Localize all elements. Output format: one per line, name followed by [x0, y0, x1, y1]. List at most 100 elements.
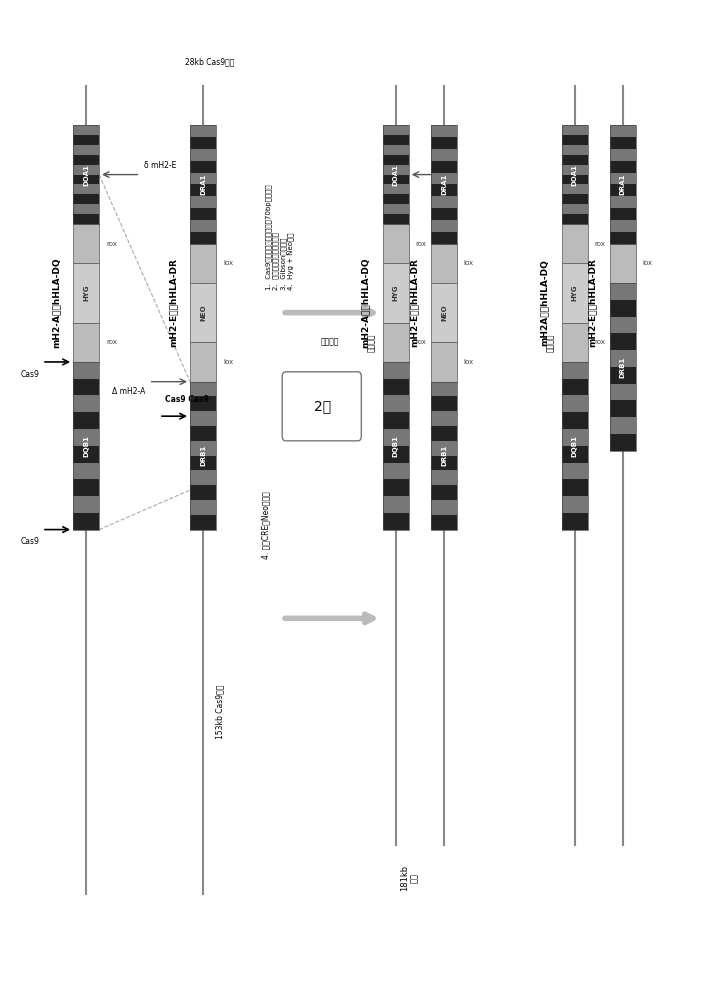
Text: NEO: NEO: [200, 304, 206, 321]
Text: mH2-A中的hHLA-DQ: mH2-A中的hHLA-DQ: [361, 257, 370, 348]
Bar: [562, 263, 588, 322]
Bar: [190, 184, 216, 196]
Bar: [73, 513, 99, 530]
Text: HYG: HYG: [392, 285, 399, 301]
Text: DRB1: DRB1: [200, 445, 206, 466]
Bar: [562, 362, 588, 530]
Bar: [190, 515, 216, 530]
Bar: [190, 196, 216, 208]
Bar: [562, 194, 588, 204]
Bar: [610, 161, 636, 173]
Bar: [610, 125, 636, 137]
Bar: [610, 208, 636, 220]
Text: DQB1: DQB1: [392, 435, 399, 457]
Bar: [190, 485, 216, 500]
Bar: [190, 220, 216, 232]
Text: 4. 利用CRE使Neo盒缺失: 4. 利用CRE使Neo盒缺失: [262, 491, 270, 559]
Bar: [383, 322, 409, 362]
Bar: [73, 175, 99, 184]
Text: 1.  Cas9在个位点处切割以形戆70bp重叠末端
2.  使用苯酸：氯仓等温组装
3.  Gibson等温组装
4.  Hyg + Neo选择: 1. Cas9在个位点处切割以形戆70bp重叠末端 2. 使用苯酸：氯仓等温组装…: [265, 184, 294, 290]
Bar: [73, 145, 99, 155]
Text: 无缝接合: 无缝接合: [321, 337, 340, 346]
Bar: [610, 125, 636, 244]
Text: 181kb
产物: 181kb 产物: [400, 865, 419, 891]
Bar: [73, 379, 99, 395]
Bar: [190, 125, 216, 244]
Bar: [610, 417, 636, 434]
Bar: [431, 382, 457, 530]
Bar: [562, 446, 588, 463]
Bar: [190, 470, 216, 485]
Bar: [562, 322, 588, 362]
Bar: [383, 362, 409, 530]
Bar: [383, 194, 409, 204]
Bar: [431, 470, 457, 485]
Bar: [431, 220, 457, 232]
Bar: [610, 232, 636, 244]
Bar: [190, 208, 216, 220]
Bar: [383, 155, 409, 165]
Bar: [190, 244, 216, 283]
Bar: [610, 184, 636, 196]
Bar: [73, 165, 99, 175]
Bar: [383, 446, 409, 463]
Bar: [190, 382, 216, 396]
Bar: [383, 145, 409, 155]
Bar: [190, 396, 216, 411]
Bar: [431, 382, 457, 396]
Bar: [431, 500, 457, 515]
Text: Δ mH2-A: Δ mH2-A: [112, 387, 145, 396]
Text: mH2-E中的hHLA-DR: mH2-E中的hHLA-DR: [168, 258, 178, 347]
Bar: [190, 382, 216, 530]
Bar: [383, 125, 409, 224]
Bar: [190, 426, 216, 441]
Text: DOA1: DOA1: [83, 164, 89, 186]
Text: mH2-E中的hHLA-DR: mH2-E中的hHLA-DR: [588, 258, 597, 347]
Bar: [562, 175, 588, 184]
Text: NEO: NEO: [441, 304, 447, 321]
Text: mH2-A中的hHLA-DQ: mH2-A中的hHLA-DQ: [51, 257, 60, 348]
Bar: [190, 137, 216, 149]
Bar: [190, 411, 216, 426]
Text: rox: rox: [106, 339, 117, 345]
Bar: [383, 125, 409, 135]
Bar: [562, 125, 588, 135]
Text: HYG: HYG: [571, 285, 578, 301]
Bar: [383, 379, 409, 395]
Bar: [383, 412, 409, 429]
Bar: [73, 125, 99, 135]
Bar: [383, 135, 409, 145]
Text: 153kb Cas9片段: 153kb Cas9片段: [216, 685, 225, 739]
Bar: [383, 479, 409, 496]
Bar: [610, 317, 636, 333]
Bar: [431, 137, 457, 149]
Bar: [431, 125, 457, 137]
Text: DRA1: DRA1: [441, 174, 447, 195]
Bar: [73, 194, 99, 204]
Bar: [610, 149, 636, 161]
Bar: [383, 175, 409, 184]
Bar: [562, 362, 588, 379]
Bar: [562, 513, 588, 530]
Bar: [190, 149, 216, 161]
Text: Cas9 Cas9: Cas9 Cas9: [164, 395, 208, 404]
Text: DQB1: DQB1: [83, 435, 89, 457]
Bar: [73, 463, 99, 479]
Bar: [190, 283, 216, 342]
Bar: [562, 463, 588, 479]
Bar: [610, 220, 636, 232]
Bar: [73, 322, 99, 362]
Text: DQB1: DQB1: [571, 435, 578, 457]
FancyBboxPatch shape: [282, 372, 362, 441]
Bar: [562, 155, 588, 165]
Bar: [562, 395, 588, 412]
Bar: [431, 411, 457, 426]
Bar: [562, 145, 588, 155]
Bar: [431, 161, 457, 173]
Bar: [383, 429, 409, 446]
Text: DOA1: DOA1: [571, 164, 578, 186]
Text: mH2A中的hHLA-DQ: mH2A中的hHLA-DQ: [540, 259, 549, 346]
Bar: [383, 395, 409, 412]
Text: DRA1: DRA1: [200, 174, 206, 195]
Text: rox: rox: [595, 339, 605, 345]
